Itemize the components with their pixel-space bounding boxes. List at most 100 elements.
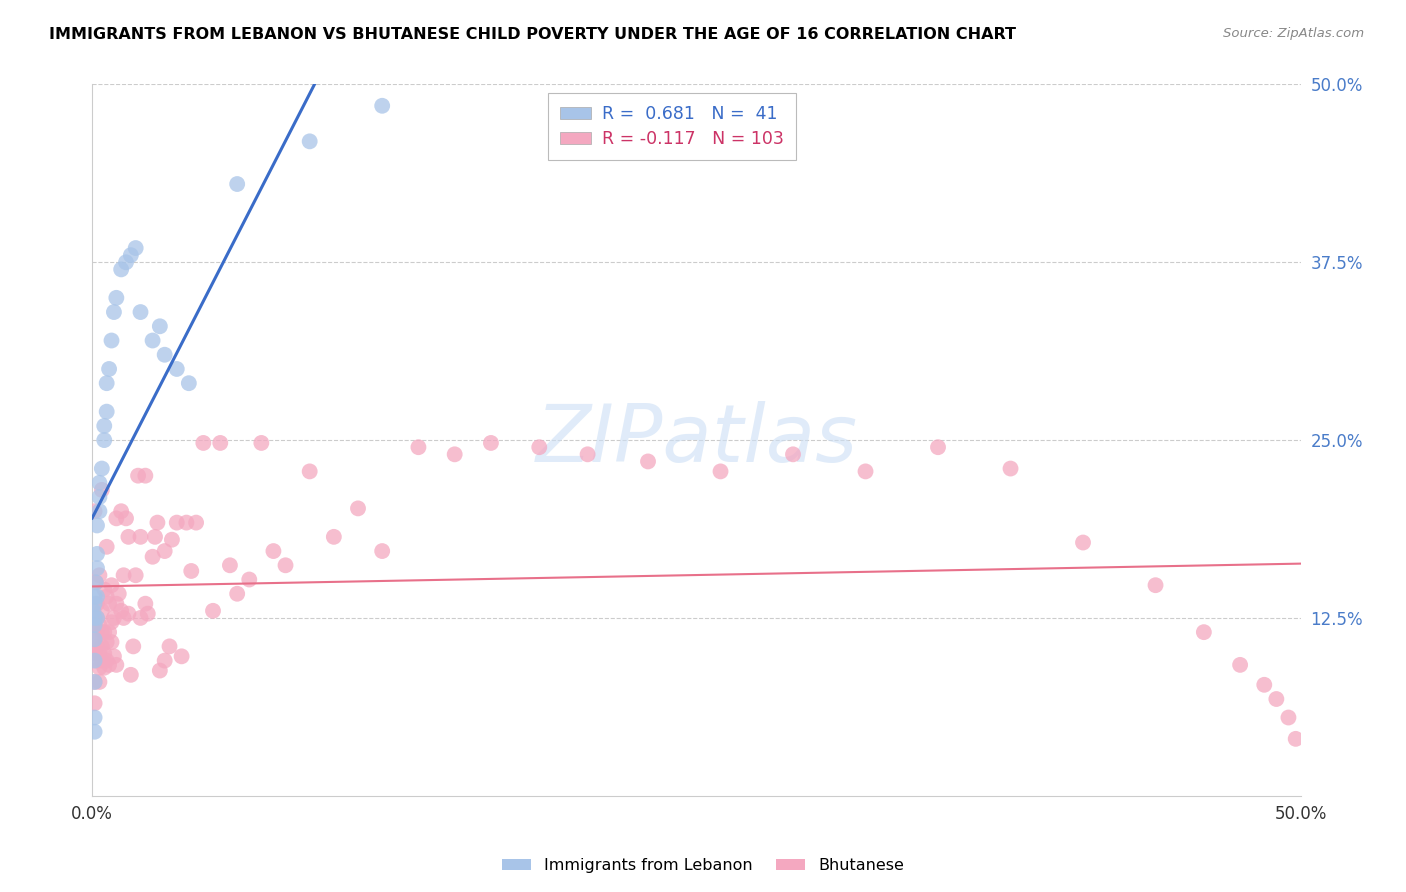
Point [82,647,104,661]
Point [408,440,430,454]
Point [83,632,105,647]
Point [83,618,105,632]
Point [250,436,273,450]
Point [84,575,107,590]
Point [129,611,152,625]
Point [110,604,132,618]
Point [149,319,172,334]
Point [1192,625,1215,640]
Point [136,607,159,621]
Point [1265,692,1288,706]
Point [86,547,108,561]
Point [89,647,111,661]
Point [96,376,118,391]
Point [159,640,181,654]
Point [98,657,121,672]
Point [83,597,105,611]
Point [105,597,128,611]
Point [96,590,118,604]
Point [86,590,108,604]
Point [1229,657,1251,672]
Point [90,604,112,618]
Point [86,561,108,575]
Point [120,668,142,682]
Point [166,362,188,376]
Point [170,649,193,664]
Point [84,575,107,590]
Point [86,597,108,611]
Point [371,544,394,558]
Point [1277,710,1299,724]
Point [83,632,105,647]
Point [637,454,659,468]
Point [83,590,105,604]
Text: IMMIGRANTS FROM LEBANON VS BHUTANESE CHILD POVERTY UNDER THE AGE OF 16 CORRELATI: IMMIGRANTS FROM LEBANON VS BHUTANESE CHI… [49,27,1017,42]
Point [193,436,215,450]
Text: Source: ZipAtlas.com: Source: ZipAtlas.com [1223,27,1364,40]
Point [90,483,112,497]
Point [90,640,112,654]
Point [274,558,297,573]
Point [153,654,176,668]
Point [176,516,198,530]
Point [105,657,128,672]
Point [100,615,122,630]
Point [209,436,232,450]
Point [100,334,122,348]
Point [1071,535,1094,549]
Point [93,661,115,675]
Point [89,504,111,518]
Point [142,334,165,348]
Legend: R =  0.681   N =  41, R = -0.117   N = 103: R = 0.681 N = 41, R = -0.117 N = 103 [548,93,796,161]
Point [202,604,225,618]
Point [298,134,321,148]
Point [83,675,105,690]
Point [90,461,112,475]
Point [89,475,111,490]
Point [115,511,138,525]
Text: ZIPatlas: ZIPatlas [536,401,858,479]
Point [89,568,111,582]
Point [298,464,321,478]
Point [83,675,105,690]
Point [124,241,146,255]
Point [83,618,105,632]
Point [83,724,105,739]
Point [103,611,125,625]
Legend: Immigrants from Lebanon, Bhutanese: Immigrants from Lebanon, Bhutanese [496,852,910,880]
Point [103,305,125,319]
Point [96,654,118,668]
Point [98,362,121,376]
Point [89,490,111,504]
Point [1285,731,1308,746]
Point [83,504,105,518]
Point [100,578,122,592]
Point [98,625,121,640]
Point [89,661,111,675]
Point [86,625,108,640]
Point [855,464,877,478]
Point [98,597,121,611]
Point [134,597,156,611]
Point [117,530,139,544]
Point [100,635,122,649]
Point [146,516,169,530]
Point [83,611,105,625]
Point [134,468,156,483]
Point [89,675,111,690]
Point [110,262,132,277]
Point [129,530,152,544]
Point [782,447,804,461]
Point [479,436,502,450]
Point [120,248,142,262]
Point [96,635,118,649]
Point [166,516,188,530]
Point [112,568,135,582]
Point [1144,578,1167,592]
Point [103,649,125,664]
Point [90,625,112,640]
Point [347,501,370,516]
Point [153,544,176,558]
Point [83,654,105,668]
Point [124,568,146,582]
